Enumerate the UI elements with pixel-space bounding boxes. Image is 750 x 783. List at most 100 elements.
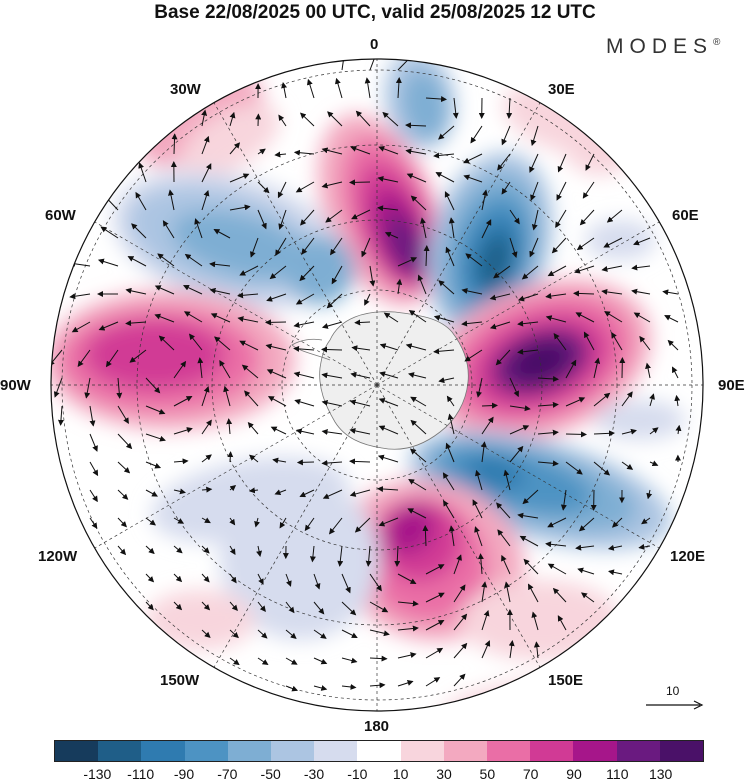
wind-arrow [293, 149, 315, 156]
wind-arrow [547, 563, 567, 575]
wind-arrow [506, 97, 513, 119]
wind-arrow [585, 153, 595, 171]
wind-arrow [250, 237, 259, 258]
wind-arrow [257, 573, 264, 585]
wind-arrow [445, 442, 455, 463]
wind-arrow [501, 125, 511, 146]
wind-arrow [97, 258, 119, 267]
colorbar-tick-label: -130 [83, 766, 112, 782]
wind-arrow [201, 386, 210, 407]
wind-arrow [274, 489, 287, 496]
anomaly-lobe [171, 210, 309, 280]
wind-arrow [378, 425, 399, 435]
wind-arrow [257, 601, 266, 612]
wind-arrow [480, 441, 487, 463]
wind-arrow [463, 174, 483, 183]
wind-arrow [531, 209, 539, 231]
wind-arrow [377, 175, 399, 183]
wind-arrow [557, 615, 567, 631]
wind-vectors [51, 59, 682, 692]
wind-arrow [341, 573, 351, 594]
wind-arrow [330, 237, 343, 256]
wind-arrow [509, 425, 530, 435]
colorbar-tick-label: 50 [479, 766, 496, 782]
wind-arrow [53, 377, 63, 398]
wind-arrow [384, 231, 399, 239]
anomaly-lobe [465, 454, 525, 490]
wind-arrow [349, 427, 371, 435]
wind-arrow [435, 172, 455, 183]
wind-arrow [631, 288, 651, 295]
wind-arrow [201, 517, 211, 524]
wind-arrow [145, 545, 155, 555]
wind-arrow [476, 377, 483, 398]
wind-arrow [237, 316, 259, 323]
meridian-line [213, 102, 378, 386]
wind-arrow [408, 310, 427, 323]
wind-arrow [201, 454, 212, 463]
wind-arrow [117, 545, 127, 556]
colorbar-tick-label: 130 [648, 766, 673, 782]
colorbar-segment [98, 741, 142, 761]
wind-arrow [378, 398, 399, 407]
wind-arrow [127, 256, 147, 267]
wind-arrow [154, 285, 175, 295]
wind-arrow [313, 657, 328, 665]
wind-arrow [448, 525, 455, 547]
wind-arrow [593, 392, 611, 407]
wind-arrow [285, 629, 297, 639]
colorbar-ticks: -130 -110 -90 -70 -50 -30 -10 10 30 50 70 90 110 130 [54, 766, 704, 783]
wind-arrow [611, 331, 623, 351]
wind-arrow [575, 312, 595, 323]
wind-arrow [279, 517, 287, 529]
wind-arrow [425, 647, 444, 659]
wind-arrow [239, 340, 259, 351]
wind-arrow [377, 486, 399, 493]
graticule [51, 59, 703, 711]
wind-arrow [603, 237, 623, 248]
wind-arrow [448, 217, 455, 239]
wind-arrow [341, 657, 358, 664]
wind-arrow [239, 265, 259, 276]
wind-arrow [125, 287, 147, 295]
wind-arrow [201, 419, 212, 435]
wind-arrow [397, 59, 413, 71]
wind-arrow [423, 245, 430, 267]
wind-arrow [397, 257, 418, 267]
wind-arrow [425, 564, 445, 575]
wind-arrow [138, 162, 147, 183]
meridian-line [376, 384, 541, 668]
wind-arrow [433, 314, 455, 323]
wind-arrow [557, 153, 567, 173]
wind-arrow [364, 77, 371, 99]
wind-arrow [184, 253, 203, 267]
wind-arrow [162, 220, 175, 239]
wind-arrow [369, 655, 388, 662]
wind-arrow [117, 405, 129, 424]
wind-arrow [497, 153, 511, 171]
wind-arrow [433, 152, 455, 159]
wind-arrow [607, 544, 623, 551]
wind-arrow [481, 609, 490, 631]
wind-arrow [350, 372, 371, 379]
colorbar-segment [55, 741, 99, 761]
wind-arrow [601, 288, 623, 295]
wind-arrow [313, 601, 325, 615]
wind-arrow [350, 146, 371, 155]
wind-arrow [321, 429, 343, 435]
wind-arrow [410, 396, 427, 407]
wind-arrow [229, 111, 236, 127]
colorbar-tick-label: -70 [217, 766, 238, 782]
wind-arrow [201, 135, 210, 155]
wind-arrow [481, 402, 498, 409]
wind-arrow [501, 181, 511, 195]
wind-arrow [530, 181, 539, 201]
lon-label-120e: 120E [670, 548, 706, 565]
wind-arrow [477, 553, 484, 575]
wind-arrow [173, 396, 193, 407]
wind-arrow [229, 601, 238, 612]
wind-arrow [327, 111, 343, 127]
wind-arrow [417, 274, 427, 295]
wind-arrow [145, 405, 166, 415]
wind-arrow [269, 265, 287, 280]
